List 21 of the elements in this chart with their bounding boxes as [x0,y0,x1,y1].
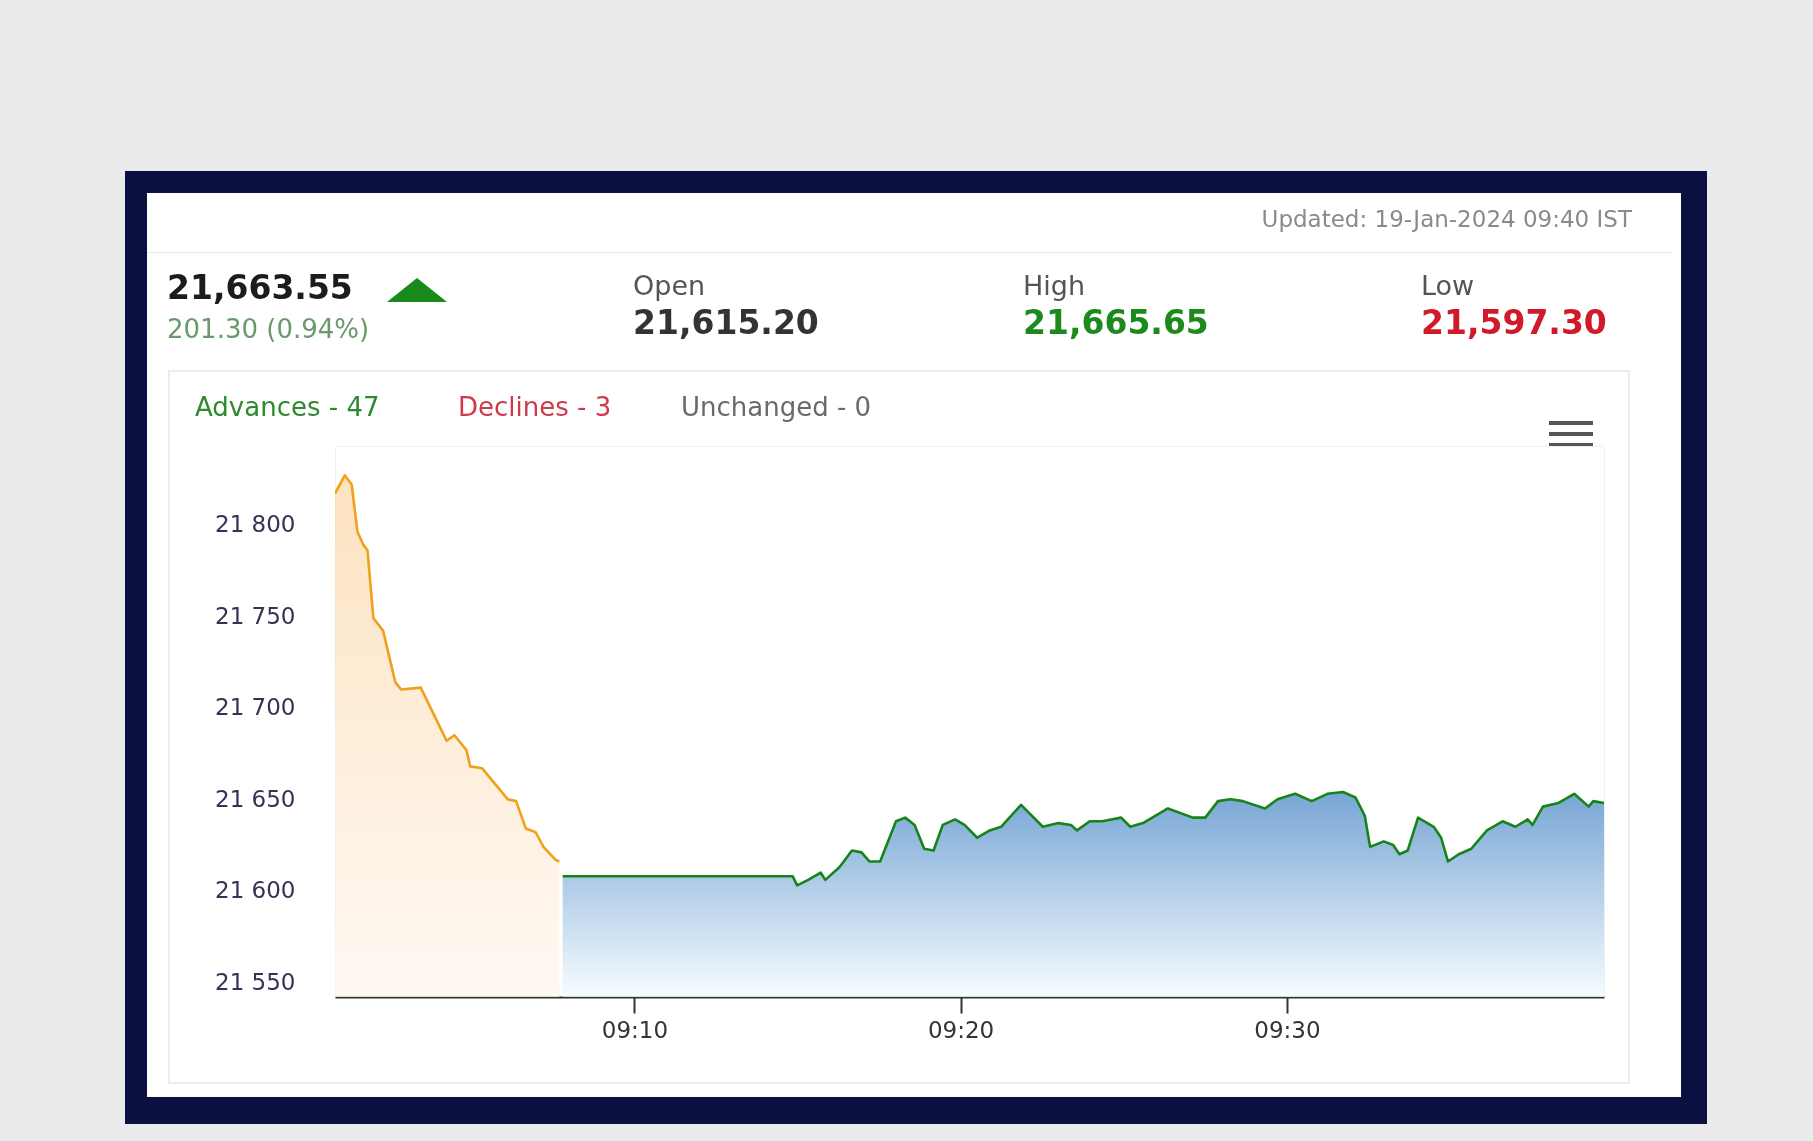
chart-subtitle: 201.30 (0.94%) [167,314,370,344]
x-tick-label: 09:10 [601,1016,669,1043]
y-tick-label: 21 600 [215,877,296,904]
y-tick-label: 21 550 [215,968,296,995]
text: 21,615.20 [633,303,819,342]
y-tick-label: 21 750 [215,602,296,629]
y-tick-label: 21 700 [215,694,296,721]
chart-title: 21,663.55 [167,268,353,307]
text: Advances - 47 [195,392,380,422]
text: High [1023,270,1086,301]
text: 21,665.65 [1023,303,1209,342]
y-tick-label: 21 650 [215,785,296,812]
text: Unchanged - 0 [681,392,872,422]
x-tick-label: 09:30 [1254,1016,1321,1043]
text: Low [1421,270,1475,301]
text: Open [633,270,706,301]
y-tick-label: 21 800 [215,511,296,538]
text: Declines - 3 [458,392,612,422]
text: 21,597.30 [1421,303,1607,342]
x-tick-label: 09:20 [927,1016,995,1043]
text: Updated: 19-Jan-2024 09:40 IST [1261,206,1632,232]
